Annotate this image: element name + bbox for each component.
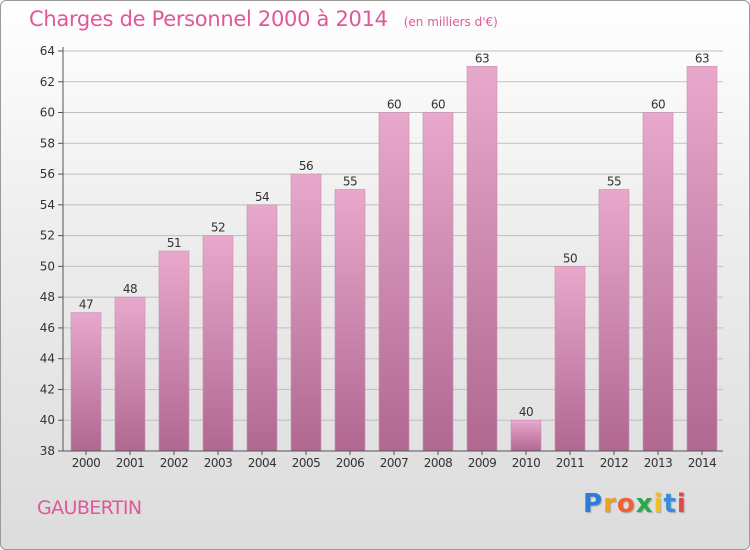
data-label: 55 <box>607 174 621 188</box>
bar-2004 <box>246 204 278 452</box>
axes: 38 40 42 44 46 48 50 52 54 56 58 60 62 64 2000 2001 2002… <box>40 44 723 470</box>
x-tick-label: 2000 <box>72 456 101 470</box>
data-label: 56 <box>299 159 313 173</box>
x-tick-label: 2009 <box>468 456 497 470</box>
y-tick-label: 48 <box>40 290 55 304</box>
x-tick-label: 2011 <box>556 456 585 470</box>
logo-letter: t <box>663 489 677 519</box>
x-tick-label: 2003 <box>204 456 233 470</box>
y-tick-label: 42 <box>40 382 55 396</box>
bar-2000 <box>70 312 102 452</box>
data-label: 60 <box>651 98 665 112</box>
x-tick-label: 2014 <box>688 456 717 470</box>
y-tick-label: 50 <box>40 259 55 273</box>
y-tick-label: 58 <box>40 136 55 150</box>
data-labels: 47 48 51 52 54 56 55 60 60 63 40 50 55 60 63 <box>79 51 710 419</box>
x-tick-label: 2007 <box>380 456 409 470</box>
bar-2012 <box>598 189 630 452</box>
chart-title: Charges de Personnel 2000 à 2014 (en mill… <box>29 7 498 31</box>
bar-2006 <box>334 189 366 452</box>
commune-name: GAUBERTIN <box>37 497 142 519</box>
data-label: 51 <box>167 236 181 250</box>
y-tick-label: 52 <box>40 229 55 243</box>
data-label: 63 <box>695 51 709 65</box>
y-tick-label: 56 <box>40 167 55 181</box>
bar-2001 <box>114 296 146 452</box>
x-tick-label: 2005 <box>292 456 321 470</box>
data-label: 48 <box>123 282 137 296</box>
data-label: 63 <box>475 51 489 65</box>
x-tick-label: 2008 <box>424 456 453 470</box>
bar-2008 <box>422 112 454 452</box>
x-tick-label: 2006 <box>336 456 365 470</box>
logo-letter: P <box>583 489 604 519</box>
bar-2003 <box>202 235 234 452</box>
logo-letter: o <box>616 489 636 519</box>
y-tick-label: 54 <box>40 198 55 212</box>
y-tick-label: 46 <box>40 321 55 335</box>
data-label: 50 <box>563 251 577 265</box>
logo-letter: x <box>635 489 654 519</box>
y-tick-label: 60 <box>40 106 55 120</box>
data-label: 52 <box>211 221 225 235</box>
title-text: Charges de Personnel 2000 à 2014 <box>29 7 388 31</box>
bar-2002 <box>158 250 190 452</box>
y-tick-label: 64 <box>40 44 55 58</box>
y-tick-label: 62 <box>40 75 55 89</box>
bars <box>70 66 718 452</box>
bar-2010 <box>510 419 542 452</box>
bar-2009 <box>466 66 498 452</box>
x-tick-label: 2013 <box>644 456 673 470</box>
data-label: 60 <box>431 98 445 112</box>
bar-2014 <box>686 66 718 452</box>
x-tick-label: 2001 <box>116 456 145 470</box>
y-tick-label: 38 <box>40 444 55 458</box>
y-tick-label: 44 <box>40 352 55 366</box>
x-tick-label: 2004 <box>248 456 277 470</box>
y-tick-label: 40 <box>40 413 55 427</box>
data-label: 60 <box>387 98 401 112</box>
bar-2005 <box>290 173 322 452</box>
proxiti-logo: Proxiti <box>583 489 687 519</box>
x-tick-label: 2012 <box>600 456 629 470</box>
data-label: 55 <box>343 174 357 188</box>
data-label: 40 <box>519 405 533 419</box>
logo-letter: r <box>603 489 617 519</box>
x-tick-label: 2010 <box>512 456 541 470</box>
title-unit: (en milliers d'€) <box>403 15 498 29</box>
bar-2011 <box>554 266 586 452</box>
data-label: 47 <box>79 298 93 312</box>
logo-letter: i <box>676 489 687 519</box>
bar-2007 <box>378 112 410 452</box>
data-label: 54 <box>255 190 269 204</box>
bar-2013 <box>642 112 674 452</box>
logo-letter: i <box>653 489 664 519</box>
x-tick-label: 2002 <box>160 456 189 470</box>
